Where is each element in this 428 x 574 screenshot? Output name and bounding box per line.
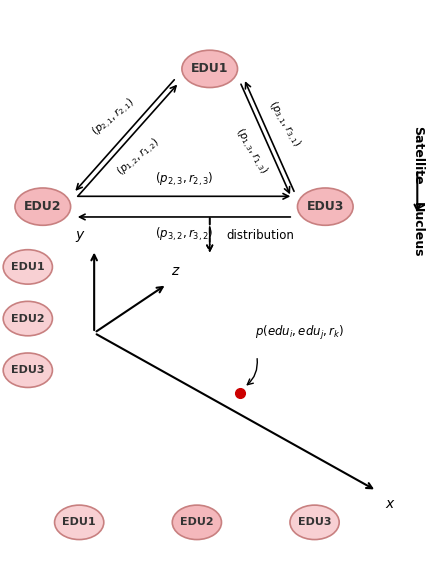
Text: EDU3: EDU3 [306, 200, 344, 213]
Text: $(p_{2,1},r_{2,1})$: $(p_{2,1},r_{2,1})$ [89, 95, 139, 141]
Text: $(p_{3,2},r_{3,2})$: $(p_{3,2},r_{3,2})$ [155, 226, 213, 243]
Text: EDU1: EDU1 [11, 262, 45, 272]
Ellipse shape [15, 188, 71, 226]
Text: EDU1: EDU1 [191, 63, 229, 75]
Ellipse shape [290, 505, 339, 540]
Ellipse shape [297, 188, 353, 226]
Text: $(p_{1,3},r_{1,3})$: $(p_{1,3},r_{1,3})$ [231, 125, 271, 177]
Text: EDU2: EDU2 [24, 200, 62, 213]
Text: Satellite: Satellite [411, 126, 424, 184]
Text: $(p_{1,2},r_{1,2})$: $(p_{1,2},r_{1,2})$ [114, 135, 163, 180]
Text: $(p_{2,3},r_{2,3})$: $(p_{2,3},r_{2,3})$ [155, 170, 213, 188]
Text: $(p_{3,1},r_{3,1})$: $(p_{3,1},r_{3,1})$ [264, 98, 304, 150]
Text: EDU1: EDU1 [62, 517, 96, 528]
Text: $p(edu_i,edu_j,r_k)$: $p(edu_i,edu_j,r_k)$ [255, 324, 344, 342]
Ellipse shape [3, 250, 53, 284]
Text: $x$: $x$ [385, 497, 396, 510]
Text: EDU3: EDU3 [298, 517, 331, 528]
Text: EDU3: EDU3 [11, 365, 45, 375]
Ellipse shape [54, 505, 104, 540]
Text: $y$: $y$ [75, 229, 86, 244]
Text: $z$: $z$ [171, 265, 181, 278]
Ellipse shape [3, 353, 53, 387]
Text: EDU2: EDU2 [11, 313, 45, 324]
Text: Nucleus: Nucleus [411, 202, 424, 257]
Text: distribution: distribution [227, 229, 295, 242]
Ellipse shape [172, 505, 222, 540]
Ellipse shape [182, 51, 238, 87]
Ellipse shape [3, 301, 53, 336]
Text: EDU2: EDU2 [180, 517, 214, 528]
